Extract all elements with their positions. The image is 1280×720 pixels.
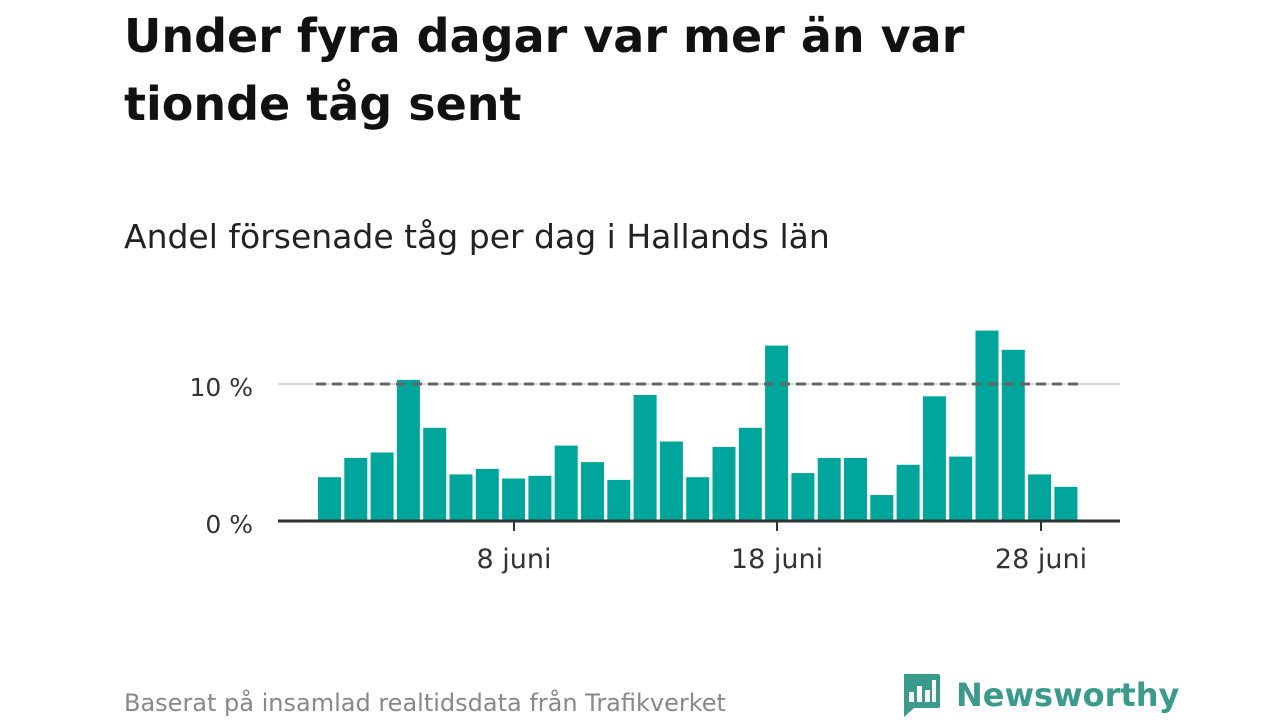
bar-2-juni [344, 458, 368, 521]
x-tick-label-8-juni: 8 juni [477, 544, 552, 575]
bar-27-juni [1001, 349, 1025, 522]
bar-group [318, 330, 1078, 522]
bar-6-juni [449, 474, 473, 521]
bar-12-juni [607, 479, 631, 521]
bar-19-juni [791, 473, 815, 522]
chart-subtitle: Andel försenade tåg per dag i Hallands l… [124, 217, 830, 256]
bar-5-juni [423, 427, 447, 521]
bar-25-juni [949, 456, 973, 521]
source-note: Baserat på insamlad realtidsdata från Tr… [124, 689, 726, 717]
x-tick-label-28-juni: 28 juni [995, 544, 1087, 575]
bar-29-juni [1054, 486, 1078, 522]
bar-1-juni [318, 477, 341, 521]
chart-title: Under fyra dagar var mer än var tionde t… [124, 9, 965, 131]
bar-8-juni [502, 478, 526, 521]
bar-22-juni [870, 495, 894, 521]
newsworthy-logo-icon [904, 674, 940, 717]
bar-18-juni [765, 345, 789, 521]
bar-26-juni [975, 330, 999, 521]
y-tick-label-10: 10 % [189, 373, 253, 402]
bar-10-juni [554, 445, 578, 521]
bar-15-juni [686, 477, 710, 521]
bar-16-juni [712, 447, 736, 521]
bar-3-juni [370, 452, 394, 521]
bar-7-juni [475, 468, 499, 521]
y-tick-label-0: 0 % [205, 510, 253, 539]
bar-24-juni [922, 396, 946, 521]
bar-13-juni [633, 395, 657, 521]
bar-14-juni [659, 441, 683, 521]
bar-4-juni [396, 379, 420, 521]
bar-20-juni [817, 458, 841, 521]
brand-logo: Newsworthy [900, 670, 1179, 720]
brand-name: Newsworthy [956, 676, 1180, 714]
bar-9-juni [528, 475, 552, 521]
x-tick-label-18-juni: 18 juni [731, 544, 823, 575]
bar-21-juni [844, 458, 867, 521]
bar-11-juni [581, 462, 604, 521]
bar-23-juni [896, 464, 920, 521]
bar-28-juni [1028, 474, 1052, 521]
bar-17-juni [738, 427, 762, 521]
